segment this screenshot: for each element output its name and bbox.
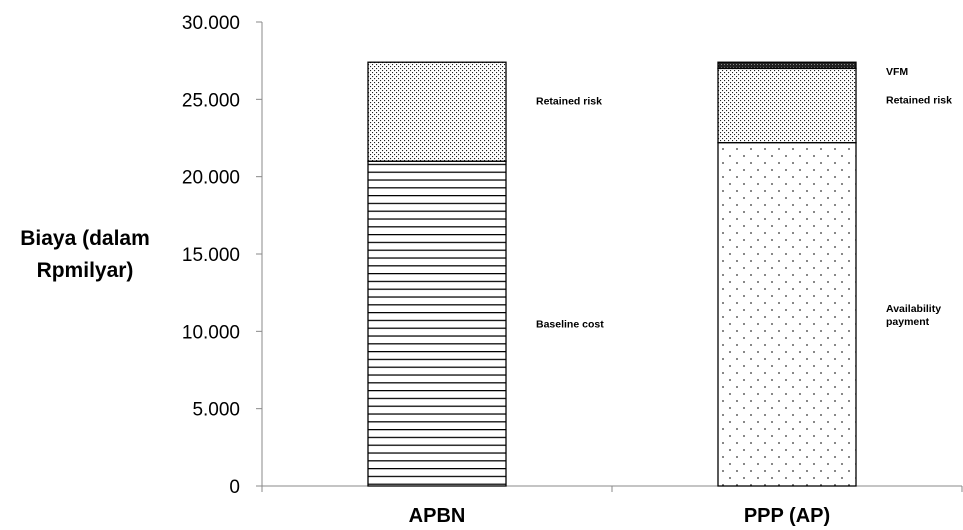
y-axis: 0 5.000 10.000 15.000 20.000 25.000 30.000 [182, 13, 263, 498]
x-tick-label: APBN [409, 505, 466, 527]
segment-labels: Baseline cost Retained risk Availabilitypa… [536, 66, 952, 330]
segment-label: Retained risk [536, 96, 602, 108]
segment-label: Baseline cost [536, 319, 604, 331]
y-tick-label: 30.000 [182, 13, 240, 34]
y-tick-label: 5.000 [192, 400, 240, 421]
x-axis: APBN PPP (AP) [261, 485, 963, 527]
y-tick-label: 10.000 [182, 322, 240, 343]
segment-label: VFM [886, 66, 908, 78]
y-axis-label-line: Rpmilyar) [37, 259, 134, 282]
bars [367, 61, 857, 487]
y-tick-label: 25.000 [182, 90, 240, 111]
y-axis-label: Biaya (dalam Rpmilyar) [20, 227, 150, 282]
bar-segment [367, 160, 507, 487]
segment-label: payment [886, 316, 930, 328]
segment-label: Availability [886, 303, 941, 315]
y-tick-label: 20.000 [182, 168, 240, 189]
y-axis-label-line: Biaya (dalam [20, 227, 150, 250]
segment-label: Retained risk [886, 94, 952, 106]
bar-segment [717, 141, 857, 487]
x-tick-label: PPP (AP) [744, 505, 830, 527]
bar-segment [367, 61, 507, 162]
bar-segment [717, 61, 857, 70]
bar-segment [717, 67, 857, 144]
y-tick-label: 0 [229, 477, 240, 498]
y-tick-label: 15.000 [182, 245, 240, 266]
